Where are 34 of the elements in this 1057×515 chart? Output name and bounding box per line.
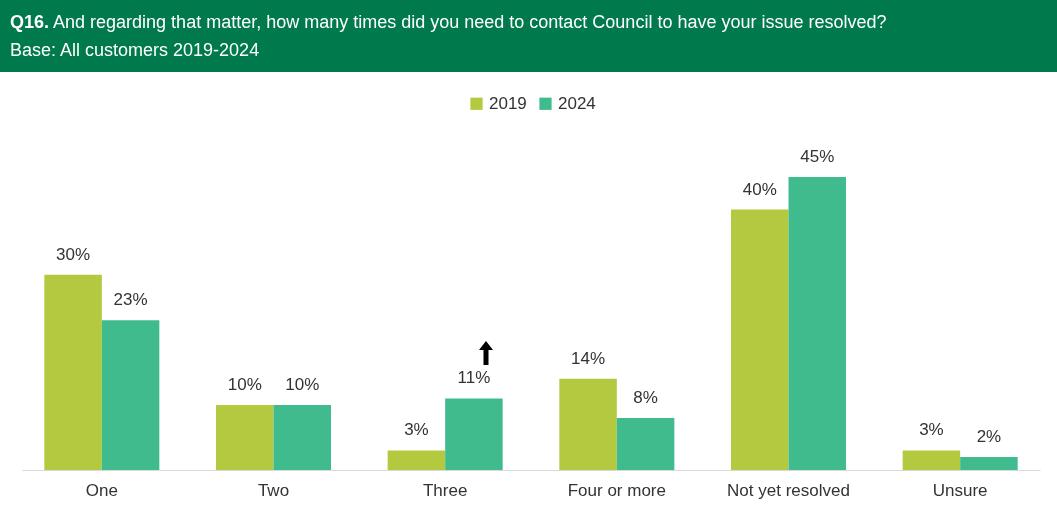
data-label: 8%: [633, 387, 658, 407]
legend-label: 2019: [489, 93, 527, 113]
bar: [788, 177, 847, 470]
data-label: 14%: [571, 348, 606, 368]
data-label: 40%: [742, 179, 777, 199]
bar: [101, 320, 160, 470]
data-label: 10%: [285, 374, 320, 394]
bar: [902, 450, 961, 470]
data-label: 3%: [404, 420, 429, 440]
data-label: 3%: [919, 420, 944, 440]
x-tick-label: Four or more: [567, 480, 666, 500]
data-label: 2%: [976, 426, 1002, 446]
x-tick-label: Two: [257, 480, 290, 500]
bar: [215, 404, 274, 470]
data-label: 30%: [56, 244, 91, 264]
legend-label: 2024: [558, 93, 596, 113]
x-tick-label: Three: [422, 480, 468, 500]
bar: [559, 378, 617, 470]
data-label: 45%: [800, 147, 835, 166]
chart-title: Q16. And regarding that matter, how many times did you need to contact Council to have your issue resolved?: [10, 11, 888, 34]
bar: [616, 417, 675, 470]
data-label: 11%: [457, 368, 491, 388]
bar: [960, 456, 1018, 470]
x-tick-label: Not yet resolved: [727, 480, 850, 500]
x-tick-label: One: [85, 480, 118, 500]
bar: [273, 404, 332, 470]
data-label: 10%: [227, 374, 262, 394]
bar: [387, 450, 446, 470]
bar: [44, 274, 102, 470]
bar: [730, 209, 789, 470]
bar: [445, 398, 503, 470]
x-tick-label: Unsure: [932, 480, 988, 500]
data-label: 23%: [113, 290, 148, 310]
chart-subtitle: Base: All customers 2019-2024: [10, 39, 261, 62]
